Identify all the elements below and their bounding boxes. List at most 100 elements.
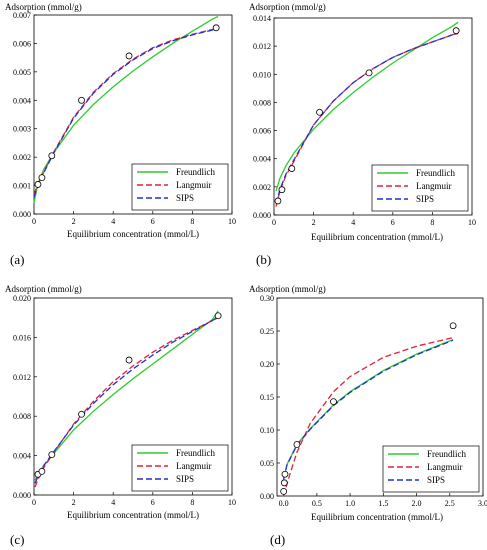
series-langmuir-line — [282, 336, 454, 497]
y-tick-label: 0.008 — [13, 412, 31, 421]
y-tick-label: 0.007 — [13, 11, 31, 20]
panel-b-plot: 0 2 4 6 8 10 0.000 0.002 0.004 0.006 0.008 0.010 0.0… — [253, 14, 476, 227]
x-tick-label: 8 — [190, 498, 194, 507]
data-point — [125, 356, 133, 364]
x-tick-label: 10 — [468, 218, 476, 227]
y-tick-label: 0.002 — [253, 183, 271, 192]
y-tick-label: 0.10 — [260, 426, 274, 435]
x-tick-label: 0 — [32, 217, 36, 226]
y-tick-label: 0.001 — [13, 182, 31, 191]
y-tick-label: 0.004 — [253, 155, 271, 164]
y-tick-label: 0.000 — [253, 211, 271, 220]
x-tick-label: 6 — [151, 217, 155, 226]
panel-d: Adsorption (mmol/g) Equilibrium concentr… — [249, 284, 443, 547]
series-langmuir-line — [34, 317, 219, 488]
x-tick-label: 6 — [151, 498, 155, 507]
y-tick-label: 0.003 — [13, 125, 31, 134]
plot-frame — [33, 297, 233, 496]
data-point — [280, 487, 288, 495]
y-tick-label: 0.004 — [13, 96, 31, 105]
y-tick-label: 0.006 — [13, 39, 31, 48]
x-tick-label: 2.0 — [412, 499, 422, 508]
data-point — [330, 398, 337, 406]
data-point — [38, 467, 46, 475]
data-point — [278, 186, 286, 194]
legend-label-freundlich: Freundlich — [427, 449, 466, 459]
y-tick-label: 0.020 — [13, 294, 31, 303]
y-tick-label: 0.014 — [253, 14, 271, 23]
plot-frame — [33, 14, 233, 215]
legend-label-langmuir: Langmuir — [416, 181, 452, 191]
data-point — [281, 470, 289, 478]
x-tick-label: 3.0 — [478, 499, 487, 508]
x-tick-label: 10 — [228, 498, 236, 507]
y-tick-label: 0.000 — [13, 210, 31, 219]
legend-label-sips: SIPS — [416, 194, 434, 204]
panel-b-label: (b) — [256, 252, 271, 267]
data-point — [34, 181, 42, 188]
y-tick-label: 0.012 — [13, 373, 31, 382]
legend-label-sips: SIPS — [176, 474, 194, 484]
y-tick-label: 0.002 — [13, 153, 31, 162]
panel-b-xlabel: Equilibrium concentration (mmol/L) — [311, 232, 443, 242]
panel-c: Adsorption (mmol/g) Equilibrium concentr… — [5, 284, 199, 547]
data-point — [212, 24, 220, 32]
data-point — [214, 312, 222, 320]
y-tick-label: 0.008 — [253, 98, 271, 107]
y-tick-label: 0.005 — [13, 68, 31, 77]
y-tick-label: 0.010 — [253, 70, 271, 79]
data-point — [38, 174, 46, 182]
x-tick-label: 4 — [351, 218, 355, 227]
panel-d-plot: 0.0 0.5 1.0 1.5 2.0 2.5 3.0 0.00 0.05 0.10 0.15 0.2… — [260, 294, 487, 508]
x-tick-label: 1.0 — [345, 499, 355, 508]
x-tick-label: 2 — [312, 218, 316, 227]
y-tick-label: 0.20 — [260, 360, 274, 369]
x-tick-label: 2 — [72, 217, 76, 226]
x-tick-label: 0.5 — [312, 499, 322, 508]
data-point — [449, 322, 457, 330]
x-tick-label: 4 — [111, 217, 115, 226]
legend-label-langmuir: Langmuir — [176, 180, 212, 190]
panel-a-xlabel: Equilibrium concentration (mmol/L) — [67, 229, 199, 239]
data-point — [288, 165, 296, 172]
x-tick-label: 2 — [72, 498, 76, 507]
y-tick-label: 0.004 — [13, 452, 31, 461]
panel-d-label: (d) — [270, 532, 285, 547]
panel-c-xlabel: Equilibrium concentration (mmol/L) — [67, 510, 199, 520]
x-tick-label: 6 — [391, 218, 395, 227]
data-point — [274, 197, 282, 205]
data-point — [365, 69, 373, 77]
panel-c-label: (c) — [10, 532, 24, 547]
x-tick-label: 0.0 — [279, 499, 289, 508]
series-sips-line — [275, 31, 459, 204]
data-point — [293, 441, 301, 448]
y-tick-label: 0.006 — [253, 127, 271, 136]
data-point — [78, 410, 85, 418]
legend-label-sips: SIPS — [427, 475, 445, 485]
y-tick-label: 0.05 — [260, 459, 274, 468]
series-sips-line — [34, 316, 219, 484]
series-sips-line — [282, 339, 454, 479]
data-point — [48, 152, 56, 160]
legend-label-freundlich: Freundlich — [416, 168, 455, 178]
x-tick-label: 4 — [111, 498, 115, 507]
y-tick-label: 0.30 — [260, 294, 274, 303]
y-tick-label: 0.012 — [253, 42, 271, 51]
panel-d-xlabel: Equilibrium concentration (mmol/L) — [311, 512, 443, 522]
panel-b-ylabel: Adsorption (mmol/g) — [249, 2, 326, 12]
data-point — [125, 52, 133, 60]
x-tick-label: 1.5 — [378, 499, 388, 508]
x-tick-label: 0 — [32, 498, 36, 507]
data-point — [280, 479, 288, 487]
panel-d-ylabel: Adsorption (mmol/g) — [249, 284, 326, 294]
panel-a: Adsorption (mmol/g) Equilibrium concentr… — [5, 2, 199, 267]
series-sips-line — [33, 27, 219, 198]
panel-a-ylabel: Adsorption (mmol/g) — [5, 2, 82, 12]
panel-c-plot: 0 2 4 6 8 10 0.000 0.004 0.008 0.012 0.016 0.020 Fre… — [13, 294, 236, 507]
y-tick-label: 0.25 — [260, 327, 274, 336]
x-tick-label: 0 — [272, 218, 276, 227]
y-tick-label: 0.000 — [13, 491, 31, 500]
x-tick-label: 2.5 — [445, 499, 455, 508]
panel-b: Adsorption (mmol/g) Equilibrium concentr… — [249, 2, 443, 267]
